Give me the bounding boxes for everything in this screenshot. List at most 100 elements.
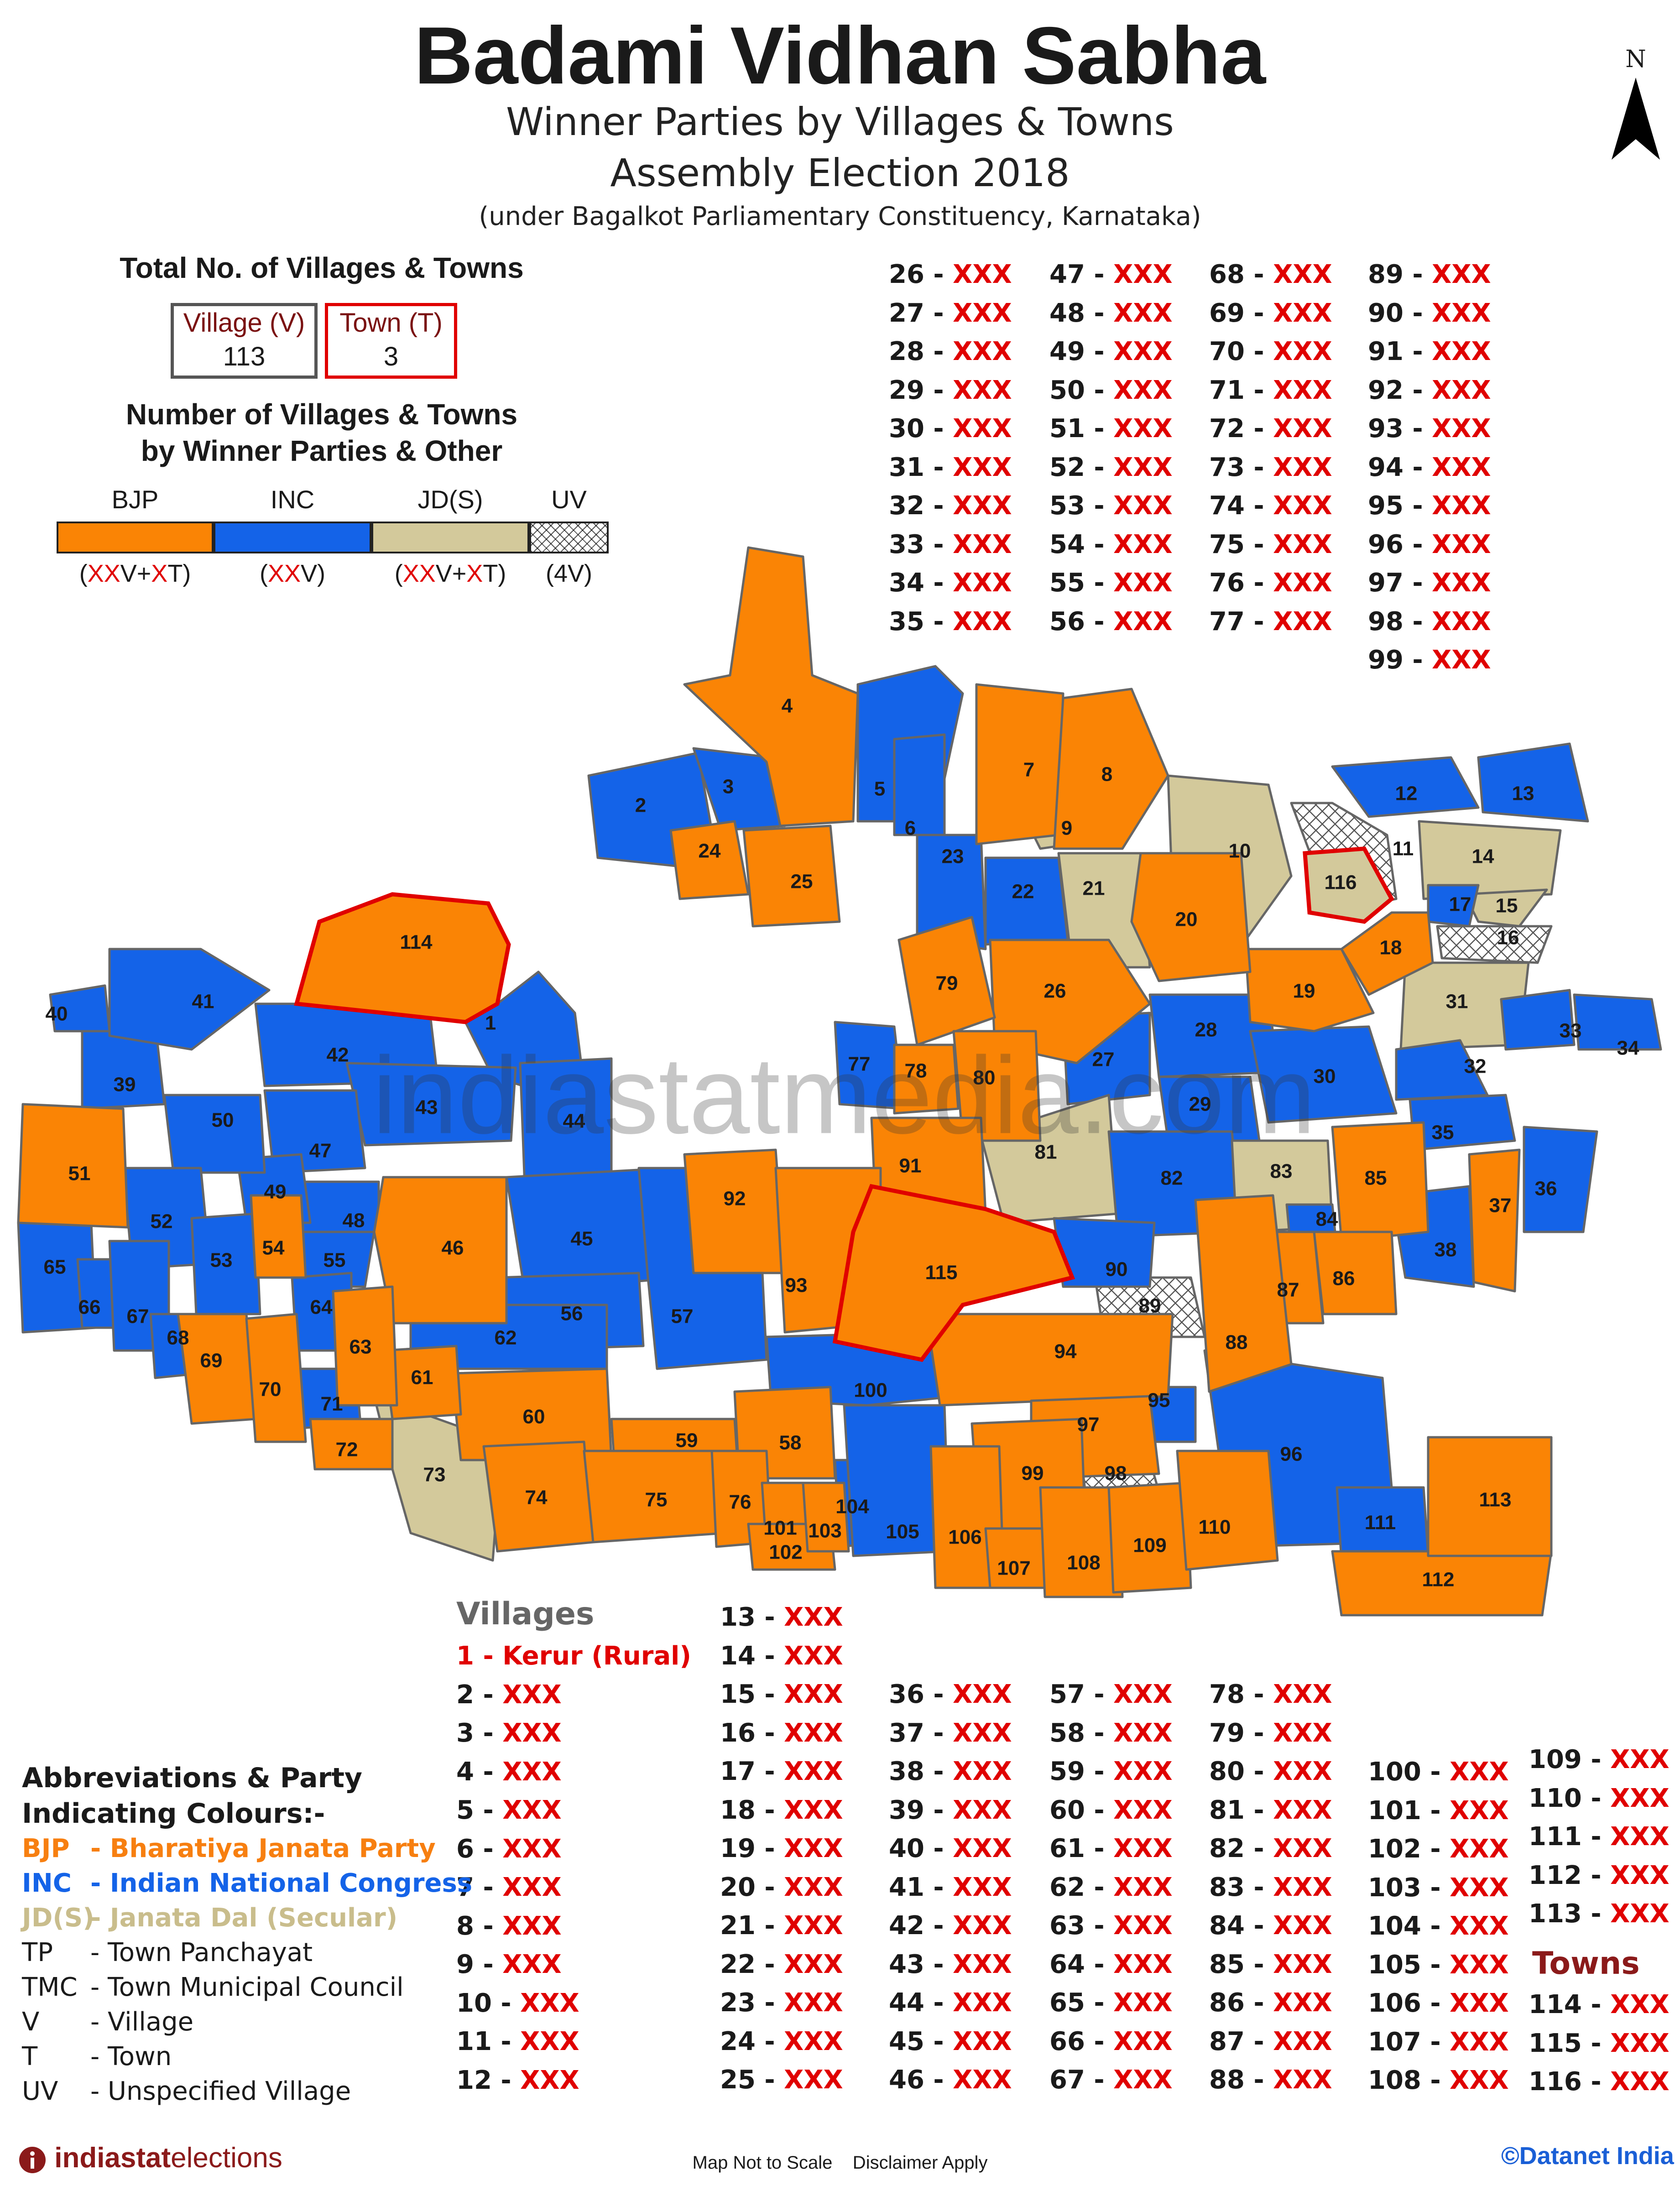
- abbreviation-row: TP - Town Panchayat: [22, 1935, 472, 1970]
- abbreviation-description: - Village: [90, 2007, 194, 2037]
- legend-count-part: (: [259, 560, 268, 587]
- list-item: 63 - XXX: [1049, 1907, 1173, 1946]
- list-item: 29 - XXX: [889, 371, 1012, 410]
- list-item: 52 - XXX: [1049, 449, 1173, 487]
- watermark-text: indiastatmedia.com: [372, 1034, 1316, 1156]
- town-outline-114: [294, 892, 511, 1024]
- map-region-label: 49: [264, 1181, 287, 1203]
- list-item: 116 - XXX: [1529, 2063, 1670, 2102]
- list-item-separator: -: [1403, 298, 1432, 328]
- footer-note: Map Not to Scale Disclaimer Apply: [692, 2153, 988, 2173]
- list-item-name: XXX: [784, 1757, 843, 1786]
- map-region-46: [373, 1176, 508, 1325]
- list-item: 41 - XXX: [889, 1868, 1012, 1907]
- list-item-separator: -: [755, 1718, 784, 1748]
- list-item-separator: -: [1244, 260, 1273, 289]
- list-item-name: XXX: [1432, 452, 1491, 482]
- list-item-name: XXX: [1432, 260, 1491, 289]
- abbreviation-description: - Town Panchayat: [90, 1938, 313, 1967]
- list-item-name: XXX: [502, 1680, 562, 1710]
- list-item-name: XXX: [1113, 491, 1173, 521]
- list-item: 50 - XXX: [1049, 371, 1173, 410]
- map-region-78: [893, 1043, 960, 1115]
- map-region-label: 67: [127, 1305, 149, 1328]
- map-region-label: 43: [416, 1096, 438, 1119]
- map-region-label: 23: [942, 845, 964, 868]
- map-region-12: [1331, 756, 1480, 818]
- list-item-name: XXX: [1610, 1860, 1670, 1890]
- list-item: 69 - XXX: [1209, 294, 1332, 333]
- list-item-number: 109: [1529, 1745, 1582, 1774]
- list-item-separator: -: [1085, 1757, 1114, 1786]
- list-item-name: XXX: [1113, 1718, 1173, 1748]
- abbreviation-term: V: [22, 2007, 40, 2037]
- list-item-number: 94: [1368, 452, 1403, 482]
- list-item-name: XXX: [784, 2065, 843, 2095]
- list-item-number: 103: [1368, 1873, 1421, 1903]
- legend-swatch-inc: [214, 522, 371, 553]
- list-item-separator: -: [1085, 337, 1114, 366]
- list-item-name: XXX: [1113, 452, 1173, 482]
- map-region-label: 85: [1365, 1167, 1387, 1189]
- list-item-name: XXX: [953, 298, 1012, 328]
- brand-logo-icon: [19, 2146, 46, 2173]
- list-item-number: 107: [1368, 2027, 1421, 2057]
- list-item-number: 12: [456, 2065, 492, 2095]
- map-region-label: 86: [1333, 1268, 1355, 1290]
- map-region-label: 9: [1061, 817, 1072, 840]
- list-item: 58 - XXX: [1049, 1714, 1173, 1753]
- list-item-name: XXX: [953, 1911, 1012, 1941]
- list-item-separator: -: [1085, 298, 1114, 328]
- list-item-separator: -: [491, 2027, 521, 2056]
- list-item-separator: -: [1244, 1949, 1273, 1979]
- abbreviations-heading-line1: Abbreviations & Party: [22, 1762, 363, 1794]
- list-item: 48 - XXX: [1049, 294, 1173, 333]
- list-item-separator: -: [1085, 568, 1114, 598]
- list-item-name: XXX: [1273, 491, 1332, 521]
- list-item-separator: -: [924, 1795, 953, 1825]
- list-item-name: XXX: [953, 1949, 1012, 1979]
- list-item-number: 79: [1209, 1718, 1245, 1748]
- map-region-label: 78: [905, 1060, 927, 1082]
- list-item: 9 - XXX: [456, 1946, 562, 1984]
- map-region-label: 65: [44, 1256, 66, 1278]
- list-item-name: XXX: [1113, 1988, 1173, 2018]
- list-item-number: 47: [1049, 260, 1085, 289]
- map-region-label: 62: [495, 1327, 517, 1349]
- legend-label-inc: INC: [270, 485, 315, 514]
- list-item: 47 - XXX: [1049, 256, 1173, 294]
- list-item-number: 111: [1529, 1822, 1582, 1852]
- town-outline-115: [832, 1184, 1075, 1362]
- legend-count-part: ): [317, 560, 326, 587]
- list-item-separator: -: [1085, 260, 1114, 289]
- list-item-separator: -: [755, 1757, 784, 1786]
- list-item: 110 - XXX: [1529, 1779, 1670, 1818]
- list-item-separator: -: [1581, 1899, 1611, 1929]
- list-item-name: XXX: [1113, 375, 1173, 405]
- list-item-name: XXX: [1113, 1834, 1173, 1863]
- list-item-separator: -: [1085, 414, 1114, 443]
- list-item-number: 44: [889, 1988, 924, 2018]
- list-item-name: XXX: [1273, 337, 1332, 366]
- list-item-name: XXX: [1450, 1795, 1509, 1826]
- map-region-label: 99: [1022, 1462, 1044, 1485]
- list-item: 23 - XXX: [720, 1984, 843, 2023]
- list-item-name: XXX: [1610, 1899, 1670, 1929]
- list-item-name: XXX: [1432, 645, 1491, 675]
- list-item: 76 - XXX: [1209, 564, 1332, 603]
- abbreviation-row: BJP - Bharatiya Janata Party: [22, 1831, 472, 1866]
- list-item-separator: -: [1403, 414, 1432, 443]
- list-item-number: 67: [1049, 2065, 1085, 2095]
- list-item-separator: -: [1085, 375, 1114, 405]
- map-region-label: 51: [68, 1163, 91, 1185]
- legend-count-part: X: [466, 560, 483, 587]
- map-region-label: 98: [1105, 1462, 1127, 1485]
- map-region-88: [1194, 1194, 1293, 1393]
- list-item-name: XXX: [953, 414, 1012, 443]
- map-region-label: 80: [973, 1067, 996, 1089]
- list-item-name: XXX: [1610, 2067, 1670, 2097]
- list-item-number: 58: [1049, 1718, 1085, 1748]
- list-item-separator: -: [1244, 606, 1273, 636]
- legend-count-part: (: [79, 560, 88, 587]
- map-region-label: 112: [1422, 1569, 1455, 1591]
